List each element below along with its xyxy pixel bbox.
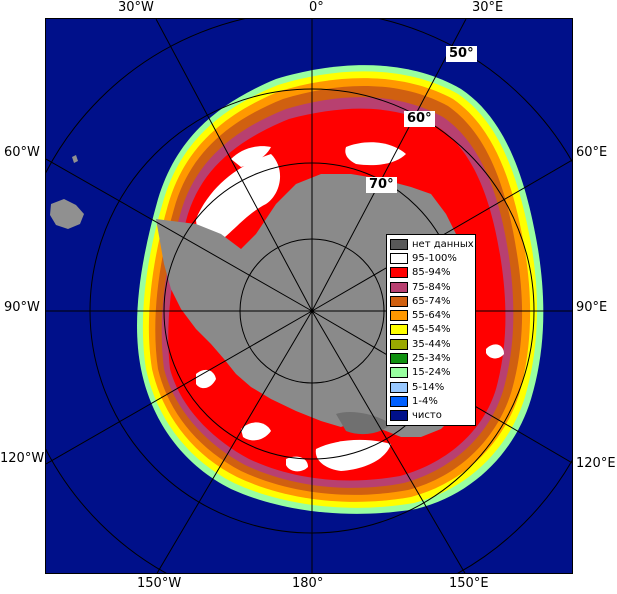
meridian-30w <box>155 19 313 312</box>
legend-swatch <box>390 252 408 264</box>
legend-row: 35-44% <box>390 337 472 351</box>
sea-ice-map-svg <box>46 19 572 573</box>
lat-label-70: 70° <box>366 177 397 193</box>
legend-label: 65-74% <box>412 295 451 307</box>
legend-row: 95-100% <box>390 251 472 265</box>
island-land <box>72 155 78 163</box>
lon-label-90w: 90°W <box>4 300 40 315</box>
legend-rows: нет данных 95-100% 85-94% 75-84% 65-74% 55-64… <box>390 237 474 423</box>
ice-patch-95-100-ne <box>345 142 406 166</box>
legend-label: 5-14% <box>412 381 445 393</box>
legend-swatch <box>390 410 408 422</box>
legend-label: 35-44% <box>412 338 451 350</box>
lat-label-60: 60° <box>404 111 435 127</box>
legend-swatch <box>390 295 408 307</box>
ice-patch-95-100-s <box>286 456 308 472</box>
legend-row: 5-14% <box>390 380 472 394</box>
lon-label-30e: 30°E <box>472 0 504 15</box>
lon-label-60e: 60°E <box>576 145 608 160</box>
legend-swatch <box>390 310 408 322</box>
south-america-land <box>50 199 84 229</box>
sea-ice-map: 50° 60° 70° нет данных 95-100% 85-94% 75-84… <box>45 18 573 574</box>
legend-swatch <box>390 238 408 250</box>
legend-label: 1-4% <box>412 395 438 407</box>
legend: нет данных 95-100% 85-94% 75-84% 65-74% 55-64… <box>386 234 476 426</box>
legend-swatch <box>390 353 408 365</box>
legend-row: 15-24% <box>390 366 472 380</box>
lon-label-120w: 120°W <box>0 451 45 466</box>
legend-label: чисто <box>412 410 442 422</box>
legend-label: 95-100% <box>412 252 457 264</box>
lon-label-90e: 90°E <box>576 300 608 315</box>
lon-label-120e: 120°E <box>576 456 616 471</box>
meridian-120w <box>46 310 313 465</box>
legend-swatch <box>390 267 408 279</box>
meridian-150w <box>156 310 313 573</box>
legend-row: 75-84% <box>390 280 472 294</box>
legend-swatch <box>390 367 408 379</box>
legend-label: 55-64% <box>412 310 451 322</box>
lon-label-180: 180° <box>292 576 324 591</box>
lon-label-60w: 60°W <box>4 145 40 160</box>
lon-label-0: 0° <box>309 0 324 15</box>
legend-row: 45-54% <box>390 323 472 337</box>
meridian-30e <box>311 19 467 312</box>
ice-patch-95-100-weddell <box>196 154 281 244</box>
legend-label: 25-34% <box>412 353 451 365</box>
ice-patch-95-100-e <box>486 344 504 359</box>
meridian-150e <box>311 310 466 573</box>
legend-row: нет данных <box>390 237 474 251</box>
legend-label: нет данных <box>412 238 474 250</box>
lat-label-50: 50° <box>446 46 477 62</box>
legend-row: 55-64% <box>390 308 472 322</box>
legend-label: 85-94% <box>412 267 451 279</box>
ice-patch-95-100-north <box>231 146 271 167</box>
meridians <box>46 19 572 573</box>
legend-row: 1-4% <box>390 394 472 408</box>
legend-label: 45-54% <box>412 324 451 336</box>
legend-row: 65-74% <box>390 294 472 308</box>
legend-swatch <box>390 281 408 293</box>
legend-swatch <box>390 324 408 336</box>
legend-label: 15-24% <box>412 367 451 379</box>
legend-swatch <box>390 338 408 350</box>
ice-shelf-ross <box>336 412 391 435</box>
legend-row: чисто <box>390 409 472 423</box>
lon-label-150e: 150°E <box>449 576 489 591</box>
lon-label-30w: 30°W <box>118 0 154 15</box>
legend-label: 75-84% <box>412 281 451 293</box>
legend-swatch <box>390 395 408 407</box>
ice-patch-95-100-ross <box>315 439 391 471</box>
legend-row: 85-94% <box>390 266 472 280</box>
meridian-60w <box>46 158 313 312</box>
ice-patch-95-100-sw2 <box>241 422 271 441</box>
legend-swatch <box>390 381 408 393</box>
legend-row: 25-34% <box>390 351 472 365</box>
lon-label-150w: 150°W <box>137 576 182 591</box>
